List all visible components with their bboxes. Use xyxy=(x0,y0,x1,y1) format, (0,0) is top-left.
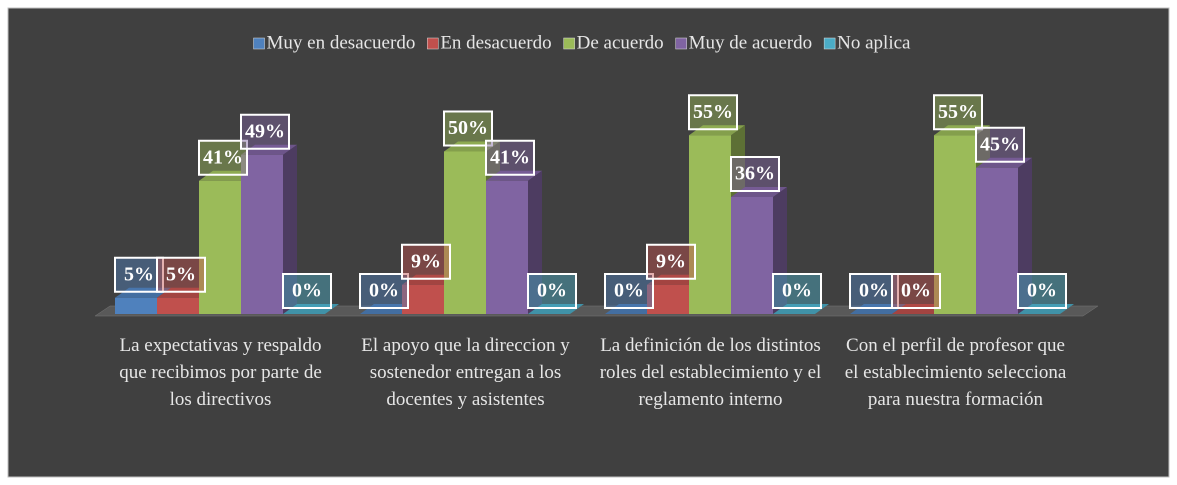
data-label-box xyxy=(198,139,248,176)
legend-label: Muy de acuerdo xyxy=(689,32,812,53)
bar xyxy=(157,297,199,314)
data-label: 45% xyxy=(980,133,1020,155)
bar xyxy=(689,135,731,314)
bar xyxy=(731,197,773,314)
data-label: 0% xyxy=(369,280,399,302)
data-label-box xyxy=(401,243,451,280)
data-label: 50% xyxy=(448,117,488,139)
data-label: 5% xyxy=(166,263,196,285)
data-label: 36% xyxy=(735,163,775,185)
data-label-box xyxy=(604,273,654,309)
data-label: 0% xyxy=(901,280,931,302)
data-label: 49% xyxy=(245,120,285,142)
category-label: Con el perfil de profesor que el estable… xyxy=(844,335,1067,410)
data-label-box xyxy=(772,273,822,309)
data-label-box xyxy=(975,126,1025,163)
bar xyxy=(115,297,157,314)
legend-label: Muy en desacuerdo xyxy=(267,32,416,53)
data-label: 0% xyxy=(292,280,322,302)
legend-swatch xyxy=(675,37,687,50)
data-label-box xyxy=(527,273,577,309)
data-label-box xyxy=(240,113,290,150)
category-label: El apoyo que la direccion y sostenedor e… xyxy=(361,335,570,410)
data-label-box xyxy=(730,156,780,192)
bar xyxy=(199,180,241,314)
data-label: 0% xyxy=(614,280,644,302)
legend-swatch xyxy=(823,37,836,50)
data-label: 9% xyxy=(411,250,441,272)
bar-side xyxy=(528,170,542,314)
bar xyxy=(444,151,486,314)
data-label-box xyxy=(485,139,535,176)
data-label: 55% xyxy=(693,101,733,123)
data-label: 0% xyxy=(859,280,889,302)
data-label: 41% xyxy=(203,146,243,168)
data-label-box xyxy=(1017,273,1067,309)
bar xyxy=(486,180,528,314)
data-label: 0% xyxy=(537,280,567,302)
data-label-box xyxy=(359,273,409,309)
bar xyxy=(241,154,283,314)
floor xyxy=(94,305,1099,317)
data-label-box xyxy=(443,110,493,147)
data-label-box xyxy=(156,256,206,293)
data-label-box xyxy=(849,273,899,309)
legend-swatch xyxy=(253,37,265,50)
category-label: La expectativas y respaldo que recibimos… xyxy=(119,335,322,410)
data-label-box xyxy=(933,94,983,131)
data-label-box xyxy=(688,94,738,131)
data-label-box xyxy=(646,243,696,280)
legend-label: De acuerdo xyxy=(577,32,664,53)
data-label: 0% xyxy=(782,280,812,302)
data-label-box xyxy=(891,273,941,309)
legend-swatch xyxy=(563,37,575,50)
legend-label: En desacuerdo xyxy=(440,32,551,53)
bar-side xyxy=(773,187,787,314)
data-label-box xyxy=(114,256,164,293)
legend-swatch xyxy=(427,37,439,50)
bar xyxy=(976,167,1018,314)
legend: Muy en desacuerdo En desacuerdo De acuerdo… xyxy=(253,32,911,53)
data-label-box xyxy=(282,273,332,309)
data-label: 41% xyxy=(490,146,530,168)
data-label: 55% xyxy=(938,101,978,123)
bar-side xyxy=(283,144,297,314)
legend-label: No aplica xyxy=(837,32,911,53)
data-label: 0% xyxy=(1027,280,1057,302)
category-label: La definición de los distintos roles del… xyxy=(599,335,822,410)
data-label: 9% xyxy=(656,250,686,272)
data-label: 5% xyxy=(124,263,154,285)
